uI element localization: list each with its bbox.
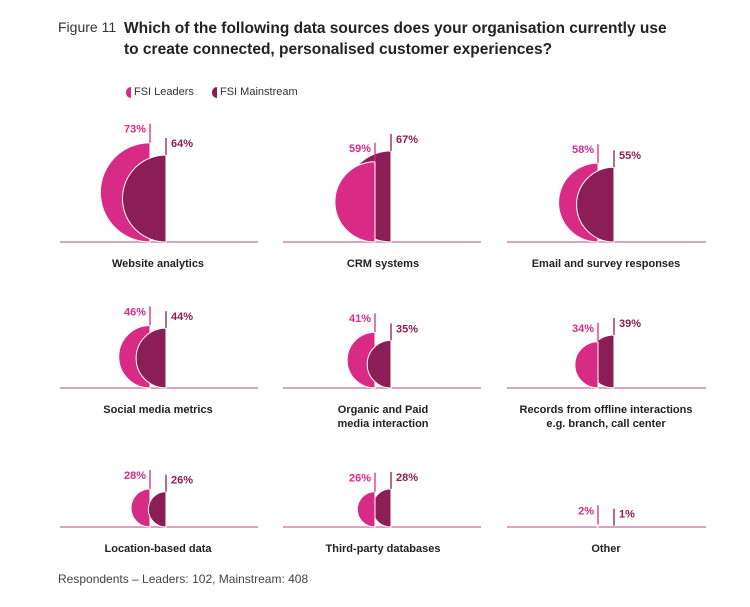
mainstream-value-label: 39% — [619, 318, 641, 330]
leaders-semicircle — [334, 161, 376, 243]
leaders-value-label: 41% — [349, 313, 371, 325]
category-label: Social media metrics — [103, 404, 212, 416]
mainstream-value-label: 28% — [396, 472, 418, 484]
mainstream-value-label: 26% — [171, 475, 193, 487]
leaders-value-label: 2% — [578, 505, 594, 517]
mainstream-value-label: 35% — [396, 323, 418, 335]
mainstream-value-label: 1% — [619, 509, 635, 521]
mainstream-semicircle — [366, 339, 392, 389]
category-label: Other — [591, 543, 621, 555]
mainstream-semicircle — [147, 491, 167, 528]
leaders-value-label: 26% — [349, 473, 371, 485]
mainstream-semicircle — [122, 154, 167, 243]
chart-title: Which of the following data sources does… — [124, 20, 667, 58]
mainstream-semicircle — [576, 166, 615, 243]
category-label: Location-based data — [105, 543, 213, 555]
mainstream-value-label: 44% — [171, 311, 193, 323]
leaders-value-label: 34% — [572, 323, 594, 335]
leaders-semicircle — [346, 331, 376, 389]
leaders-semicircle — [574, 341, 599, 389]
legend-label: FSI Leaders — [134, 86, 194, 98]
leaders-semicircle — [596, 523, 599, 528]
leaders-semicircle — [130, 488, 151, 528]
mainstream-value-label: 67% — [396, 134, 418, 146]
category-label: CRM systems — [347, 258, 419, 270]
category-label: Third-party databases — [326, 543, 441, 555]
leaders-value-label: 28% — [124, 470, 146, 482]
mainstream-swatch-icon — [212, 86, 217, 98]
leaders-value-label: 58% — [572, 144, 594, 156]
category-label: Email and survey responses — [532, 258, 681, 270]
mainstream-value-label: 55% — [619, 150, 641, 162]
legend-label: FSI Mainstream — [220, 86, 298, 98]
category-label: media interaction — [337, 418, 428, 430]
mainstream-value-label: 64% — [171, 138, 193, 150]
legend-mainstream: FSI Mainstream — [212, 86, 298, 98]
leaders-value-label: 59% — [349, 143, 371, 155]
category-label: Organic and Paid — [338, 404, 428, 416]
leaders-value-label: 46% — [124, 306, 146, 318]
leaders-swatch-icon — [126, 86, 131, 98]
footnote: Respondents – Leaders: 102, Mainstream: … — [58, 572, 309, 586]
leaders-semicircle — [356, 491, 376, 528]
category-label: Website analytics — [112, 258, 204, 270]
category-label: Records from offline interactions — [520, 404, 693, 416]
category-label: e.g. branch, call center — [546, 418, 666, 430]
leaders-value-label: 73% — [124, 124, 146, 136]
mainstream-semicircle — [135, 327, 167, 389]
legend-leaders: FSI Leaders — [126, 86, 194, 98]
figure-label: Figure 11 — [58, 19, 117, 35]
